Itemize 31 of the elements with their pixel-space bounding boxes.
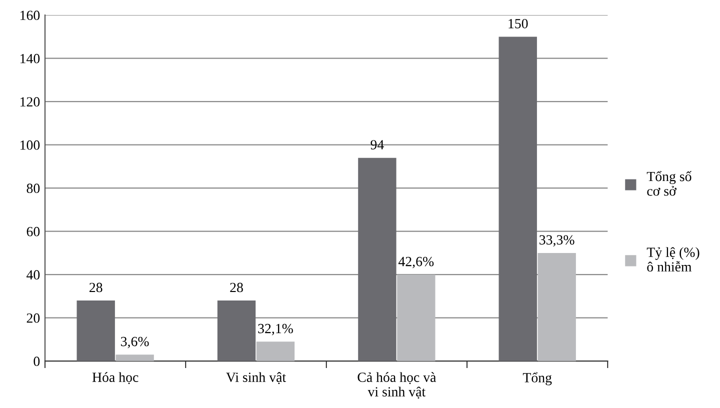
y-tick-label: 160 bbox=[20, 10, 40, 20]
y-tick-label: 0 bbox=[34, 356, 40, 366]
data-label: 150 bbox=[508, 18, 528, 28]
y-tick-label: 140 bbox=[20, 54, 40, 64]
y-tick-label: 100 bbox=[20, 140, 40, 150]
legend-label: Tỷ lệ (%) ô nhiễm bbox=[646, 247, 700, 272]
x-tick-label: Tổng bbox=[522, 372, 552, 386]
bar bbox=[217, 300, 256, 362]
data-label: 28 bbox=[90, 282, 102, 292]
bar bbox=[498, 36, 537, 362]
y-tick-label: 40 bbox=[26, 270, 40, 280]
legend-label: Tổng số cơ sở bbox=[646, 170, 692, 196]
x-tick-label: Hóa học bbox=[92, 372, 138, 384]
y-tick-label: 120 bbox=[20, 97, 40, 107]
x-tick-label: Vi sinh vật bbox=[226, 372, 286, 384]
annotation: 32,1% bbox=[258, 324, 293, 336]
bar bbox=[397, 274, 436, 362]
annotation: 3,6% bbox=[121, 336, 149, 348]
y-tick-label: 20 bbox=[26, 313, 40, 323]
y-tick-label: 60 bbox=[26, 226, 40, 236]
annotation: 33,3% bbox=[540, 235, 574, 247]
annotation: 42,6% bbox=[398, 256, 434, 268]
x-tick-label: Cả hóa học và vi sinh vật bbox=[358, 372, 436, 399]
data-label: 94 bbox=[370, 140, 384, 150]
bar bbox=[76, 300, 115, 362]
bar bbox=[256, 342, 295, 362]
data-label: 28 bbox=[230, 282, 243, 292]
bar bbox=[358, 158, 396, 362]
bar bbox=[116, 354, 154, 362]
y-tick-label: 80 bbox=[26, 184, 40, 194]
bar bbox=[538, 252, 576, 362]
